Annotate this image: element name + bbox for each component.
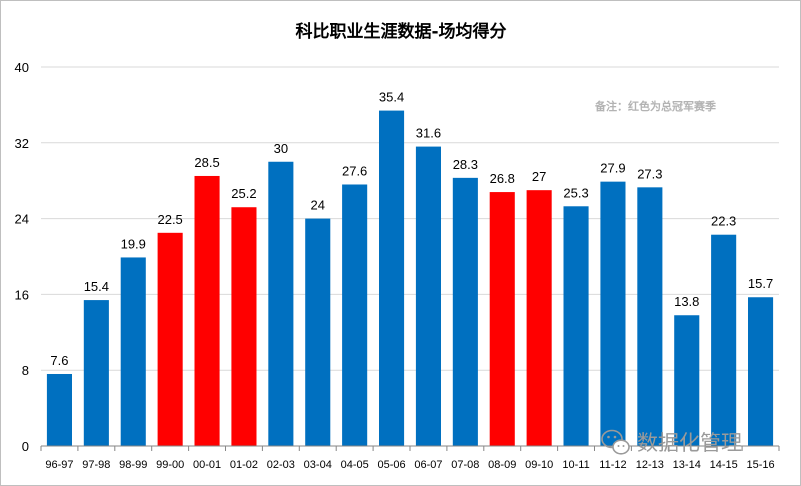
bar-value-label: 27.3 (637, 166, 662, 181)
bar-value-label: 15.4 (84, 279, 109, 294)
x-tick-label: 12-13 (636, 459, 664, 471)
x-tick-label: 15-16 (746, 459, 774, 471)
bar-season (46, 373, 72, 446)
bar-value-label: 7.6 (50, 353, 68, 368)
bar-value-label: 26.8 (490, 171, 515, 186)
bar-value-label: 22.5 (157, 212, 182, 227)
bars (46, 110, 774, 447)
bar-season (674, 315, 700, 446)
x-tick-label: 97-98 (82, 459, 110, 471)
watermark-text: 数据化管理 (637, 431, 742, 455)
x-tick-label: 98-99 (119, 459, 147, 471)
watermark: 数据化管理 (601, 429, 742, 455)
x-tick-label: 05-06 (377, 459, 405, 471)
x-tick-label: 07-08 (451, 459, 479, 471)
x-tick-label: 09-10 (525, 459, 553, 471)
wechat-icon (601, 429, 630, 455)
bar-value-label: 19.9 (121, 236, 146, 251)
bar-value-label: 22.3 (711, 214, 736, 229)
bar-season (415, 146, 441, 446)
bar-season (711, 234, 737, 446)
chart-title: 科比职业生涯数据-场均得分 (295, 21, 506, 42)
bar-season (379, 110, 405, 447)
y-tick-label: 24 (15, 212, 29, 227)
bar-season (83, 300, 109, 446)
x-tick-label: 99-00 (156, 459, 184, 471)
y-tick-label: 0 (22, 439, 29, 454)
bar-season (563, 206, 589, 446)
x-tick-label: 96-97 (45, 459, 73, 471)
bar-value-label: 28.3 (453, 157, 478, 172)
bar-season (120, 257, 146, 446)
y-tick-label: 8 (22, 363, 29, 378)
bar-value-label: 35.4 (379, 90, 404, 105)
y-tick-label: 32 (15, 136, 29, 151)
bar-value-label: 15.7 (748, 276, 773, 291)
bar-champion-season (526, 190, 552, 446)
y-axis-ticks: 0 8 16 24 32 40 (15, 60, 29, 454)
bar-season (268, 161, 294, 446)
x-tick-label: 08-09 (488, 459, 516, 471)
bar-value-label: 28.5 (194, 155, 219, 170)
x-tick-label: 10-11 (562, 459, 589, 471)
data-labels: 7.6 15.4 19.9 22.5 28.5 25.2 30 24 27.6 35.4 31.6 2… (50, 90, 773, 368)
bar-value-label: 13.8 (674, 294, 699, 309)
chart-annotation: 备注：红色为总冠军赛季 (594, 99, 717, 113)
x-tick-label: 13-14 (673, 459, 701, 471)
x-tick-label: 14-15 (710, 459, 738, 471)
bar-season (748, 297, 774, 446)
bar-value-label: 27.9 (600, 161, 625, 176)
bar-champion-season (157, 232, 183, 446)
x-tick-label: 02-03 (267, 459, 295, 471)
x-tick-label: 01-02 (230, 459, 258, 471)
bar-season (637, 187, 663, 446)
x-axis-ticks: 96-97 97-98 98-99 99-00 00-01 01-02 02-03 03-04… (40, 445, 780, 471)
bar-value-label: 31.6 (416, 126, 441, 141)
bar-value-label: 25.2 (231, 186, 256, 201)
x-tick-label: 04-05 (341, 459, 369, 471)
y-tick-label: 16 (15, 287, 29, 302)
bar-champion-season (489, 192, 515, 446)
bar-season (342, 184, 368, 447)
x-tick-label: 00-01 (193, 459, 221, 471)
x-tick-label: 11-12 (599, 459, 626, 471)
bar-value-label: 24 (311, 198, 325, 213)
bar-value-label: 30 (274, 141, 288, 156)
bar-season (600, 181, 626, 446)
y-tick-label: 40 (15, 60, 29, 75)
bar-champion-season (194, 175, 220, 446)
bar-champion-season (231, 207, 257, 446)
bar-season (452, 177, 478, 447)
x-tick-label: 06-07 (414, 459, 442, 471)
bar-value-label: 25.3 (563, 185, 588, 200)
x-tick-label: 03-04 (304, 459, 332, 471)
bar-value-label: 27.6 (342, 163, 367, 178)
bar-season (305, 218, 331, 446)
bar-value-label: 27 (532, 169, 546, 184)
